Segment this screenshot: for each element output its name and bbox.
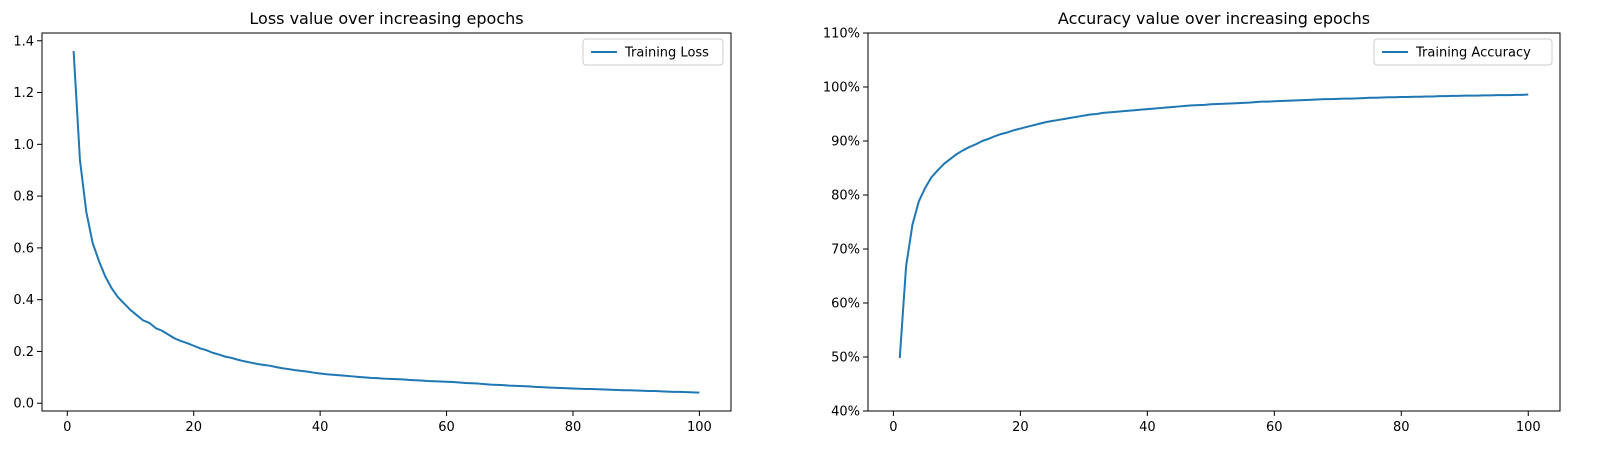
loss-chart: Loss value over increasing epochs 0 20 40 60… — [13, 9, 732, 435]
accuracy-legend-box — [1373, 38, 1553, 66]
loss-y-tick-label: 0.4 — [13, 293, 34, 308]
loss-x-tick-label: 20 — [185, 420, 202, 435]
loss-y-tick-label: 0.0 — [13, 397, 34, 412]
accuracy-y-tick-label: 90% — [831, 135, 860, 150]
loss-y-tick-label: 0.6 — [13, 241, 34, 256]
loss-x-tick-label: 0 — [63, 420, 71, 435]
loss-legend: Training Loss — [582, 38, 724, 66]
accuracy-legend-label: Training Accuracy — [1415, 46, 1531, 61]
loss-axes-frame — [41, 32, 732, 412]
loss-y-tick-label: 0.2 — [13, 345, 34, 360]
loss-series-line — [72, 51, 700, 394]
accuracy-x-tick-label: 0 — [889, 420, 897, 435]
loss-x-tick-label: 100 — [687, 420, 712, 435]
loss-legend-box — [582, 38, 724, 66]
accuracy-x-tick-label: 20 — [1012, 420, 1029, 435]
accuracy-y-tick-label: 80% — [831, 189, 860, 204]
accuracy-x-tick-label: 100 — [1516, 420, 1541, 435]
loss-x-tick-label: 80 — [565, 420, 582, 435]
accuracy-chart-title: Accuracy value over increasing epochs — [1058, 9, 1370, 28]
accuracy-series-line — [898, 93, 1529, 359]
loss-legend-label: Training Loss — [624, 46, 709, 61]
loss-y-tick-label: 0.8 — [13, 190, 34, 205]
accuracy-legend: Training Accuracy — [1373, 38, 1553, 66]
loss-y-tick-label: 1.0 — [13, 138, 34, 153]
accuracy-y-tick-label: 110% — [823, 27, 860, 42]
loss-chart-title: Loss value over increasing epochs — [249, 9, 523, 28]
accuracy-y-tick-label: 70% — [831, 243, 860, 258]
accuracy-y-tick-label: 50% — [831, 351, 860, 366]
loss-y-tick-label: 1.4 — [13, 34, 34, 49]
accuracy-y-tick-label: 40% — [831, 405, 860, 420]
loss-x-tick-label: 60 — [438, 420, 455, 435]
accuracy-chart: Accuracy value over increasing epochs 0 20… — [823, 9, 1561, 435]
accuracy-y-tick-label: 60% — [831, 297, 860, 312]
accuracy-y-tick-label: 100% — [823, 81, 860, 96]
accuracy-x-tick-label: 60 — [1266, 420, 1283, 435]
accuracy-x-tick-label: 80 — [1393, 420, 1410, 435]
loss-y-tick-label: 1.2 — [13, 86, 34, 101]
accuracy-axes-frame — [867, 32, 1561, 412]
accuracy-x-tick-label: 40 — [1139, 420, 1156, 435]
loss-x-tick-label: 40 — [312, 420, 329, 435]
